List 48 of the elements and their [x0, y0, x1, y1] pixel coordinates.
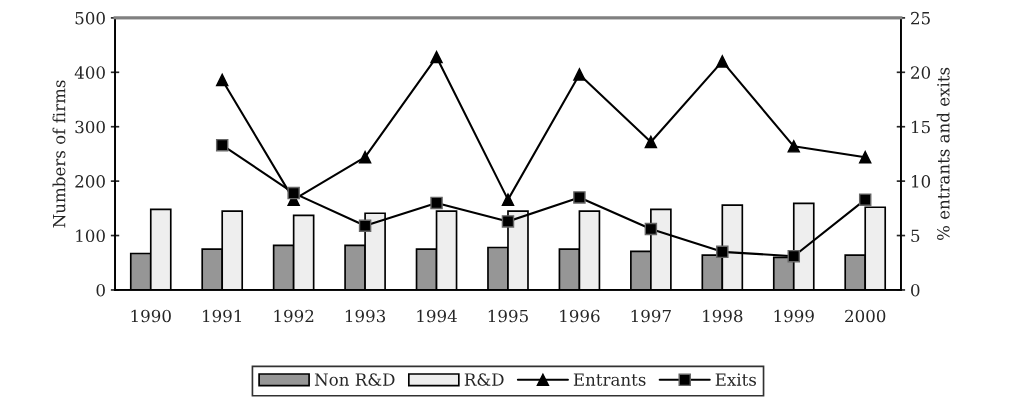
point	[716, 245, 729, 259]
x-tick-label: 1996	[560, 309, 600, 323]
point	[430, 196, 443, 210]
point	[573, 191, 586, 204]
point	[644, 135, 658, 149]
point	[287, 186, 300, 200]
legend-label: Entrants	[573, 373, 646, 386]
y-tick-label: 100	[76, 229, 105, 243]
legend-label: Exits	[715, 373, 757, 386]
x-tick-label: 1994	[417, 309, 457, 323]
x-tick-label: 2000	[845, 309, 886, 323]
point	[501, 193, 515, 206]
y2-tick-label: 0	[911, 283, 920, 297]
point	[858, 150, 872, 164]
legend-label: R&D	[464, 373, 504, 386]
y2-tick-label: 5	[911, 229, 920, 243]
y2-tick-label: 20	[911, 66, 931, 79]
x-tick-label: 1998	[703, 309, 743, 323]
x-tick-label: 1991	[203, 309, 242, 323]
y2-axis-title: % entrants and exits	[936, 67, 950, 241]
point	[215, 138, 229, 152]
y-tick-label: 200	[75, 175, 105, 188]
point	[716, 55, 729, 68]
point	[358, 219, 372, 232]
y-axis-title: Numbers of firms	[52, 80, 66, 228]
x-tick-label: 1993	[345, 309, 386, 323]
x-tick-label: 1992	[274, 309, 314, 323]
point	[358, 150, 372, 164]
y2-tick-label: 15	[911, 120, 930, 134]
point	[501, 215, 515, 228]
point	[430, 50, 443, 64]
y2-tick-label: 10	[911, 175, 931, 188]
y-tick-label: 0	[96, 283, 105, 297]
point	[644, 222, 658, 236]
x-tick-label: 1997	[631, 309, 671, 323]
y2-tick-label: 25	[911, 11, 930, 25]
x-tick-label: 1999	[774, 309, 814, 323]
point	[573, 68, 586, 81]
point	[787, 249, 801, 263]
x-tick-label: 1995	[488, 309, 528, 323]
legend-label: Non R&D	[314, 373, 395, 386]
y-tick-label: 500	[75, 11, 105, 25]
y-tick-label: 400	[74, 66, 105, 79]
y-tick-label: 300	[75, 120, 105, 134]
point	[858, 193, 872, 206]
x-tick-label: 1990	[131, 309, 171, 323]
point	[215, 73, 229, 87]
point	[787, 140, 801, 153]
